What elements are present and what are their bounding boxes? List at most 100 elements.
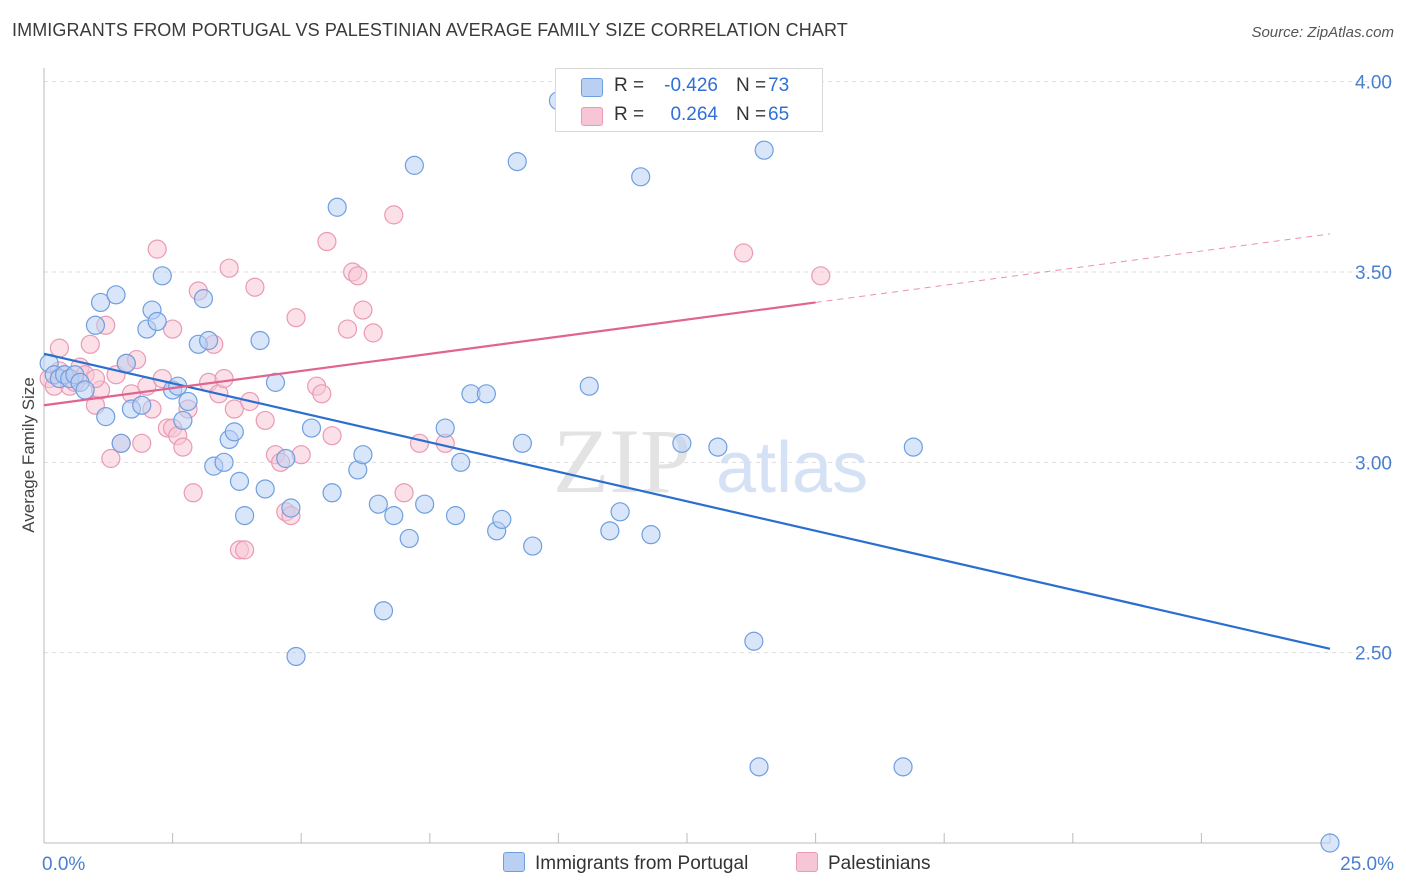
palestinian-point <box>173 437 193 457</box>
portugal-point <box>579 376 599 396</box>
portugal-point <box>276 448 296 469</box>
palestinian-point <box>49 338 70 358</box>
portugal-point <box>600 521 620 541</box>
portugal-point <box>152 266 172 286</box>
portugal-point <box>250 330 270 351</box>
palestinian-point <box>183 483 203 503</box>
palestinian-point <box>163 319 183 339</box>
bottom-legend-label-palestinians: Palestinians <box>828 853 931 874</box>
palestinian-point <box>312 384 332 404</box>
palestinian-point <box>80 334 100 354</box>
portugal-point <box>384 506 404 526</box>
portugal-point <box>708 437 728 457</box>
legend-n-value: 65 <box>768 104 790 125</box>
portugal-point <box>235 506 255 526</box>
legend-n-label: N = <box>736 75 767 96</box>
chart-title: IMMIGRANTS FROM PORTUGAL VS PALESTINIAN … <box>12 20 848 40</box>
portugal-point <box>399 528 419 549</box>
legend-swatch-portugal <box>581 78 603 97</box>
palestinian-point <box>394 483 414 503</box>
portugal-point <box>281 498 301 518</box>
legend-row-portugal: R = -0.426 N = 73 <box>556 71 822 101</box>
portugal-point <box>492 509 512 530</box>
portugal-point <box>96 407 116 427</box>
portugal-point <box>631 167 651 187</box>
portugal-point <box>523 536 543 556</box>
grid-lines <box>44 81 1392 654</box>
portugal-point <box>445 506 466 526</box>
watermark-atlas: atlas <box>716 428 868 508</box>
watermark: ZIP atlas <box>553 410 868 512</box>
legend: R = -0.426 N = 73 R = 0.264 N = 65 <box>555 68 823 132</box>
legend-n-value: 73 <box>768 75 790 96</box>
portugal-point <box>415 494 435 514</box>
portugal-point <box>90 292 111 313</box>
portugal-point <box>507 151 527 172</box>
portugal-point <box>1320 833 1340 853</box>
palestinian-point <box>224 399 244 419</box>
bottom-legend-swatch-portugal <box>503 852 525 872</box>
trend-lines <box>43 233 1331 650</box>
portugal-point <box>301 418 322 438</box>
portugal-point <box>229 471 250 491</box>
y-tick-labels: 2.50 3.00 3.50 4.00 <box>1355 73 1392 665</box>
y-tick-label: 3.50 <box>1355 263 1392 284</box>
bottom-legend-swatch-palestinians <box>796 852 818 872</box>
portugal-point <box>116 353 136 373</box>
palestinian-point <box>409 433 430 453</box>
trend-line-palestinians-extension <box>815 233 1331 303</box>
legend-r-value: 0.264 <box>670 104 718 125</box>
palestinian-point <box>147 239 167 259</box>
portugal-point <box>404 155 424 175</box>
palestinian-point <box>214 368 234 389</box>
portugal-point <box>199 330 219 351</box>
palestinian-point <box>101 448 121 469</box>
legend-r-value: -0.426 <box>664 75 718 96</box>
portugal-point <box>476 384 496 404</box>
palestinian-point <box>235 540 255 560</box>
portugal-point <box>754 140 774 160</box>
portugal-point <box>744 631 764 651</box>
source-label: Source: ZipAtlas.com <box>1251 24 1394 41</box>
portugal-point <box>451 452 471 472</box>
legend-r-label: R = <box>614 104 645 125</box>
portugal-point <box>214 452 234 472</box>
portugal-point <box>132 395 152 415</box>
legend-swatch-palestinians <box>581 107 603 126</box>
palestinian-point <box>219 258 239 278</box>
palestinian-point <box>286 308 306 328</box>
x-tick-label-max: 25.0% <box>1340 854 1394 875</box>
portugal-point <box>903 437 923 457</box>
portugal-point <box>173 410 193 431</box>
palestinian-point <box>384 205 404 225</box>
portugal-point <box>893 757 913 777</box>
y-tick-label: 4.00 <box>1355 73 1392 94</box>
portugal-point <box>286 646 306 667</box>
portugal-point <box>85 315 106 335</box>
legend-n-label: N = <box>736 104 767 125</box>
palestinian-point <box>733 243 754 263</box>
legend-row-palestinians: R = 0.264 N = 65 <box>556 100 822 130</box>
portugal-point <box>322 483 342 503</box>
x-tick-label-min: 0.0% <box>42 854 85 875</box>
y-tick-label: 2.50 <box>1355 644 1392 665</box>
portugal-point <box>193 289 214 309</box>
portugal-point <box>178 391 198 412</box>
portugal-point <box>610 502 630 522</box>
portugal-point <box>106 285 126 305</box>
portugal-point <box>641 525 661 545</box>
watermark-zip: ZIP <box>553 410 691 512</box>
portugal-point <box>75 380 95 400</box>
palestinian-point <box>255 410 275 431</box>
trend-line-portugal <box>43 352 1331 650</box>
palestinian-point <box>811 266 831 286</box>
y-axis-label: Average Family Size <box>19 377 38 533</box>
portugal-point <box>353 445 373 465</box>
portugal-point <box>373 601 394 621</box>
palestinian-point <box>245 277 265 297</box>
portugal-point <box>435 418 455 438</box>
palestinian-point <box>317 231 337 252</box>
y-tick-label: 3.00 <box>1355 453 1392 474</box>
portugal-points <box>39 91 1340 853</box>
